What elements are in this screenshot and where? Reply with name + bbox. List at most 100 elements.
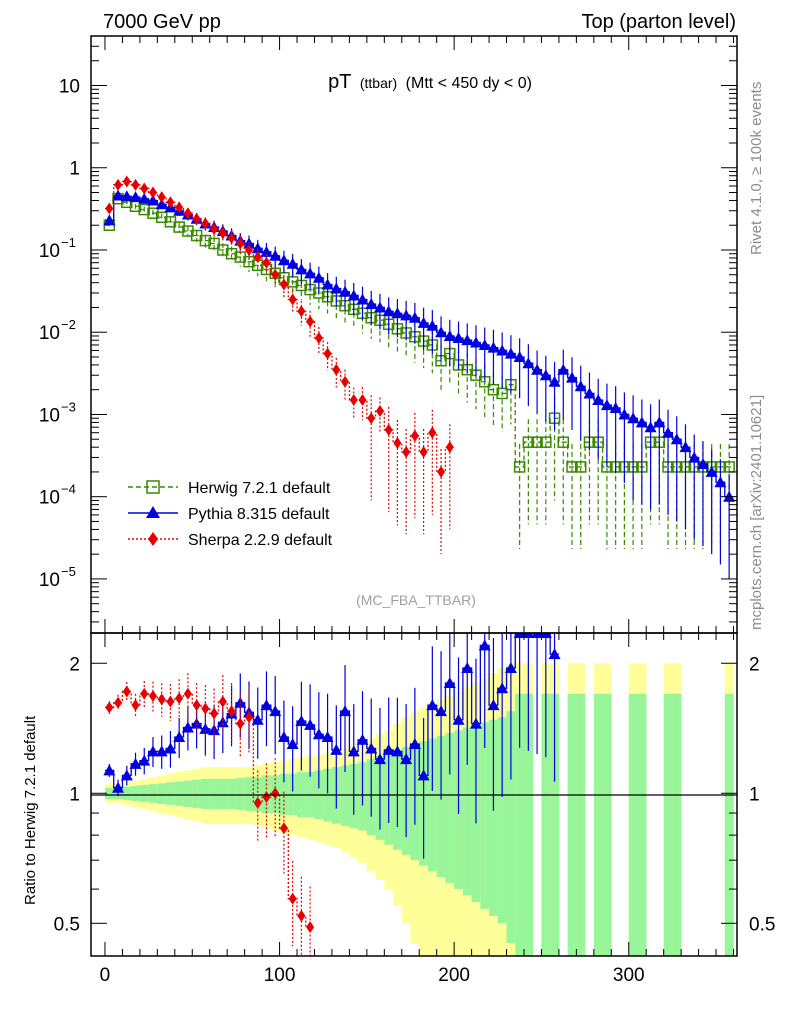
legend-entry-sherpa: Sherpa 2.2.9 default (128, 532, 333, 549)
data-point (269, 249, 282, 261)
y-tick-label: 1 (69, 159, 80, 180)
ratio-data-point (408, 738, 421, 750)
data-point (279, 278, 288, 291)
data-point (428, 426, 437, 439)
ratio-data-point (288, 892, 297, 905)
data-point (140, 182, 149, 195)
data-point (210, 222, 219, 235)
data-point (688, 451, 701, 463)
ratio-data-point (373, 753, 386, 765)
ratio-y-tick-label-right: 0.5 (749, 914, 775, 935)
data-point (277, 254, 290, 266)
data-point (618, 408, 631, 420)
data-point (262, 256, 271, 269)
band-green (628, 693, 638, 956)
data-point (286, 257, 299, 269)
ratio-data-point (286, 738, 299, 750)
data-point (600, 399, 613, 411)
ratio-y-axis-label: Ratio to Herwig 7.2.1 default (22, 715, 39, 905)
band-green (192, 779, 202, 808)
ratio-y-tick-label-right: 2 (749, 654, 760, 675)
ratio-data-point (227, 705, 236, 718)
band-green (637, 693, 647, 956)
data-point (408, 311, 421, 323)
band-green (148, 784, 158, 803)
band-green (436, 735, 446, 877)
data-point (251, 242, 264, 254)
ratio-data-point (114, 696, 123, 709)
data-point (696, 457, 709, 469)
ratio-data-point (304, 718, 317, 730)
data-point (566, 371, 579, 383)
data-point (531, 436, 543, 448)
ratio-data-point (382, 743, 395, 755)
ratio-data-point (347, 745, 360, 757)
data-point (461, 334, 474, 346)
ratio-data-point (548, 648, 561, 660)
data-point (513, 461, 526, 473)
process-label: 7000 GeV pp (103, 11, 221, 33)
data-point (705, 465, 718, 477)
data-point (469, 336, 482, 348)
legend-entry-herwig: Herwig 7.2.1 default (128, 480, 331, 497)
band-green (506, 711, 516, 944)
data-point (312, 271, 325, 283)
data-point (297, 305, 306, 318)
ratio-data-point (138, 754, 151, 766)
band-green (497, 717, 507, 924)
data-point (225, 247, 238, 260)
ratio-data-point (513, 633, 526, 638)
data-point (487, 383, 500, 396)
ratio-data-point (155, 745, 168, 757)
ratio-series-pythia (103, 633, 561, 859)
data-point (271, 268, 280, 281)
ratio-data-point (245, 711, 254, 724)
band-green (166, 782, 176, 805)
data-point (217, 244, 229, 256)
data-point (122, 175, 131, 188)
data-point (478, 338, 491, 350)
y-tick-label: 10 (39, 570, 60, 591)
analysis-id: (MC_FBA_TTBAR) (356, 592, 476, 608)
data-point (714, 476, 727, 488)
series-sherpa (104, 175, 455, 555)
data-point (236, 237, 245, 250)
legend-entry-pythia: Pythia 8.315 default (128, 506, 330, 523)
data-point (114, 178, 123, 191)
data-point (103, 214, 116, 226)
band-green (235, 777, 245, 810)
band-green (480, 722, 490, 909)
y-tick-label: 10 (39, 405, 60, 426)
band-green (244, 777, 254, 811)
ratio-data-point (504, 662, 517, 674)
data-point (417, 316, 430, 328)
data-point (557, 363, 570, 375)
ratio-data-point (452, 713, 465, 725)
band-green (157, 783, 167, 804)
y-tick-exponent: −3 (61, 399, 76, 414)
ratio-data-point (522, 633, 535, 638)
legend-marker-pythia (146, 506, 160, 518)
ratio-y-tick-label: 1 (69, 784, 80, 805)
data-point (644, 421, 657, 433)
ratio-y-tick-label-right: 1 (749, 784, 760, 805)
ratio-data-point (192, 699, 201, 712)
x-tick-label: 100 (264, 965, 296, 986)
data-point (365, 298, 378, 310)
band-green (445, 732, 455, 883)
ratio-data-point (435, 705, 448, 717)
data-point (208, 237, 220, 250)
data-point (522, 436, 535, 448)
ratio-data-point (279, 822, 288, 835)
ratio-y-tick-label: 2 (69, 654, 80, 675)
band-green (340, 765, 350, 826)
plot-title: pT (ttbar) (Mtt < 450 dy < 0) (328, 71, 532, 93)
data-point (452, 332, 465, 344)
data-point (295, 263, 308, 275)
data-point (400, 309, 413, 321)
data-point (147, 207, 159, 219)
data-point (155, 198, 168, 210)
y-tick-exponent: −2 (61, 317, 76, 332)
data-point (341, 375, 350, 388)
ratio-series-layer (103, 633, 561, 956)
